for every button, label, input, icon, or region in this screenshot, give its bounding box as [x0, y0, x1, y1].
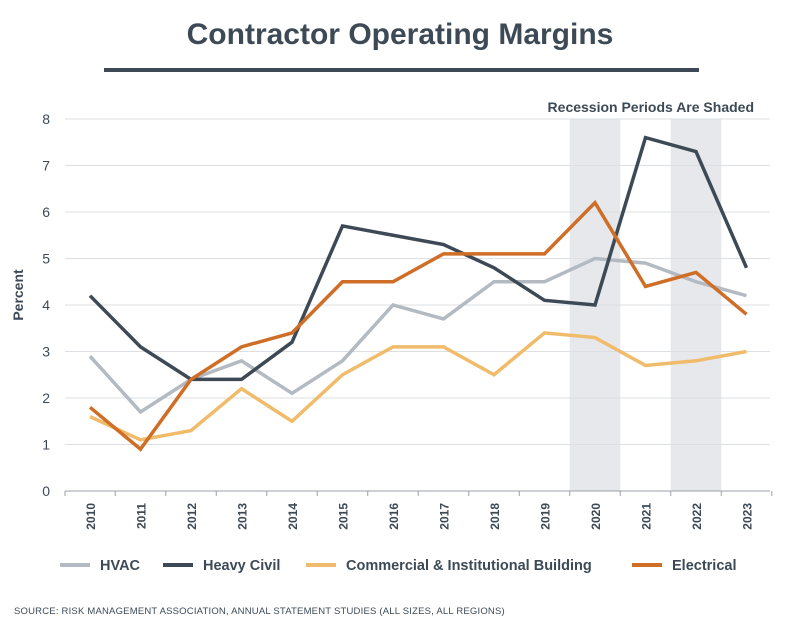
y-tick-label: 1 — [42, 437, 50, 453]
series-line-heavy-civil — [88, 135, 749, 382]
x-tick-label: 2018 — [488, 503, 502, 530]
y-tick-label: 5 — [42, 251, 50, 267]
x-tick-label: 2017 — [438, 503, 452, 530]
x-tick-label: 2013 — [236, 503, 250, 530]
shading-annotation: Recession Periods Are Shaded — [548, 99, 754, 115]
y-tick-label: 7 — [42, 158, 50, 174]
x-tick-label: 2015 — [337, 503, 351, 530]
legend-label: Heavy Civil — [203, 558, 280, 574]
y-tick-label: 0 — [42, 483, 50, 499]
legend-label: Commercial & Institutional Building — [346, 558, 592, 574]
y-axis-label: Percent — [10, 269, 26, 321]
x-tick-label: 2022 — [690, 503, 704, 530]
source-note: SOURCE: RISK MANAGEMENT ASSOCIATION, ANN… — [14, 606, 505, 617]
title-underline — [104, 68, 699, 72]
x-tick-label: 2019 — [539, 503, 553, 530]
x-tick-label: 2010 — [84, 503, 98, 530]
y-tick-label: 4 — [42, 297, 50, 313]
line-chart: 0 1 2 3 4 5 6 7 8 2010 2011 2012 2013 2014 2015 2016 201… — [10, 99, 773, 574]
legend-label: Electrical — [672, 558, 737, 574]
x-tick-label: 2016 — [387, 503, 401, 530]
y-tick-label: 2 — [42, 390, 50, 406]
x-tick-label: 2020 — [589, 503, 603, 530]
x-tick-label: 2011 — [135, 503, 149, 529]
series-line-electrical — [88, 199, 748, 452]
x-tick-label: 2014 — [286, 503, 300, 530]
x-tick-label: 2023 — [741, 503, 755, 530]
y-tick-label: 8 — [42, 111, 50, 127]
series-line-commercial-institutional-building — [89, 331, 747, 442]
series-line-hvac — [88, 256, 747, 415]
x-tick-label: 2021 — [640, 503, 654, 530]
chart-title: Contractor Operating Margins — [186, 18, 614, 51]
y-tick-label: 3 — [42, 344, 50, 360]
x-tick-label: 2012 — [185, 503, 199, 530]
y-tick-label: 6 — [42, 204, 50, 220]
legend-label: HVAC — [100, 558, 141, 574]
